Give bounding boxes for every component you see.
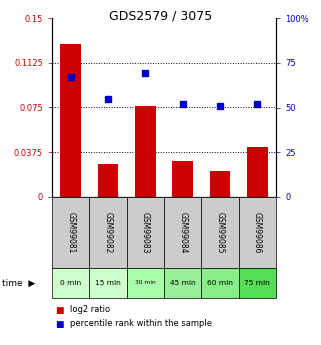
Text: GSM99086: GSM99086 (253, 212, 262, 253)
Text: GDS2579 / 3075: GDS2579 / 3075 (109, 9, 212, 22)
Bar (172, 161, 193, 197)
Text: 30 min: 30 min (135, 280, 156, 286)
Text: 0 min: 0 min (60, 280, 81, 286)
Text: 60 min: 60 min (207, 280, 233, 286)
Text: log2 ratio: log2 ratio (70, 306, 110, 315)
Bar (60, 44, 81, 197)
Text: 75 min: 75 min (244, 280, 270, 286)
Text: time  ▶: time ▶ (2, 278, 35, 287)
Text: GSM99085: GSM99085 (215, 212, 224, 253)
Text: ■: ■ (55, 319, 64, 328)
Text: GSM99083: GSM99083 (141, 212, 150, 253)
Text: 15 min: 15 min (95, 280, 121, 286)
Bar (135, 106, 156, 197)
Text: percentile rank within the sample: percentile rank within the sample (70, 319, 212, 328)
Text: ■: ■ (55, 306, 64, 315)
Text: GSM99081: GSM99081 (66, 212, 75, 253)
Text: GSM99082: GSM99082 (103, 212, 112, 253)
Text: GSM99084: GSM99084 (178, 212, 187, 253)
Text: 45 min: 45 min (170, 280, 195, 286)
Bar (247, 147, 268, 197)
Bar (98, 164, 118, 197)
Bar (210, 171, 230, 197)
